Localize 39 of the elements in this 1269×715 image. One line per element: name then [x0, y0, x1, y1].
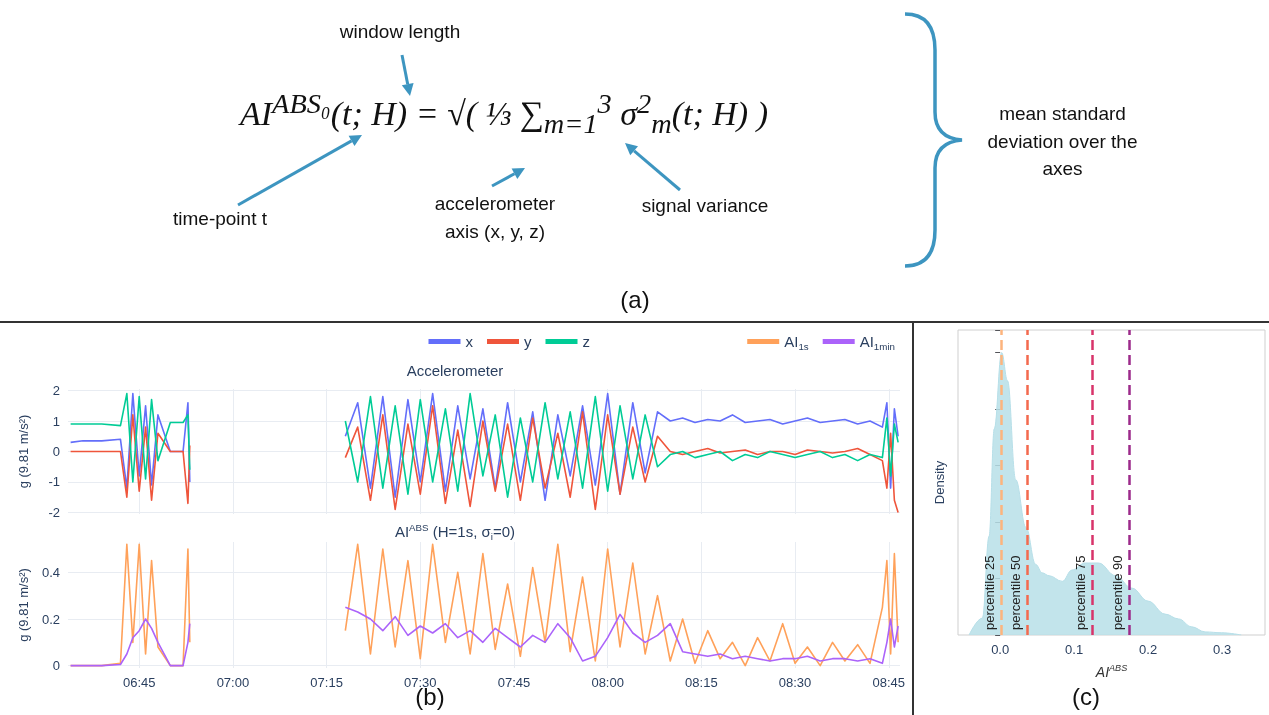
y-axis-title: g (9.81 m/s²) — [16, 568, 31, 642]
y-tick-label: -1 — [48, 474, 60, 490]
y-tick-label: 0 — [52, 444, 60, 459]
y-tick-label: 0.4 — [41, 564, 60, 580]
y-tick-label: 1 — [52, 413, 60, 429]
y-tick-label: 0.2 — [41, 611, 60, 627]
x-tick-label: 07:45 — [497, 675, 531, 690]
chart-title: Accelerometer — [406, 362, 504, 379]
chart-title: AI$^{ABS₀}$(t; H) = √( ⅓ ∑$_{m=1}$$^{3}$ σ$^{2}$$_{m}$(t; H) ) — [240, 88, 768, 140]
y-axis-title: g (9.81 m/s²) — [16, 414, 31, 489]
x-tick-label: 07:00 — [216, 675, 250, 690]
ref-line-label: percentile 25 — [981, 555, 997, 630]
x-tick-label: 08:15 — [685, 675, 718, 690]
x-tick-label: 0.0 — [991, 642, 1010, 657]
x-tick-label: 06:45 — [122, 675, 156, 690]
ref-line-label: percentile 50 — [1007, 555, 1023, 630]
text: (c) — [1071, 683, 1101, 711]
text: (a) — [619, 285, 651, 315]
legend-label: x — [465, 333, 474, 350]
x-tick-label: 0.2 — [1139, 642, 1158, 657]
text: signal variance — [640, 194, 770, 218]
text: time-point t — [172, 207, 268, 231]
x-tick-label: 0.3 — [1213, 642, 1232, 657]
ref-line-label: percentile 90 — [1109, 555, 1125, 630]
x-tick-label: 07:15 — [310, 675, 343, 690]
y-tick-label: -2 — [48, 504, 60, 520]
y-tick-label: 2 — [52, 383, 60, 399]
x-tick-label: 08:30 — [778, 675, 812, 690]
x-tick-label: 08:45 — [872, 675, 906, 690]
y-axis-title: Density — [932, 460, 947, 505]
x-tick-label: 0.1 — [1065, 642, 1084, 657]
text: mean standard deviation over the axes — [986, 102, 1139, 182]
ref-line-label: percentile 75 — [1072, 555, 1088, 630]
legend-label: z — [582, 333, 590, 350]
legend-label: y — [524, 333, 532, 350]
text: accelerometer axis (x, y, z) — [433, 192, 557, 244]
x-tick-label: 08:00 — [591, 675, 624, 690]
text: window length — [338, 20, 462, 44]
y-tick-label: 0 — [52, 658, 60, 674]
